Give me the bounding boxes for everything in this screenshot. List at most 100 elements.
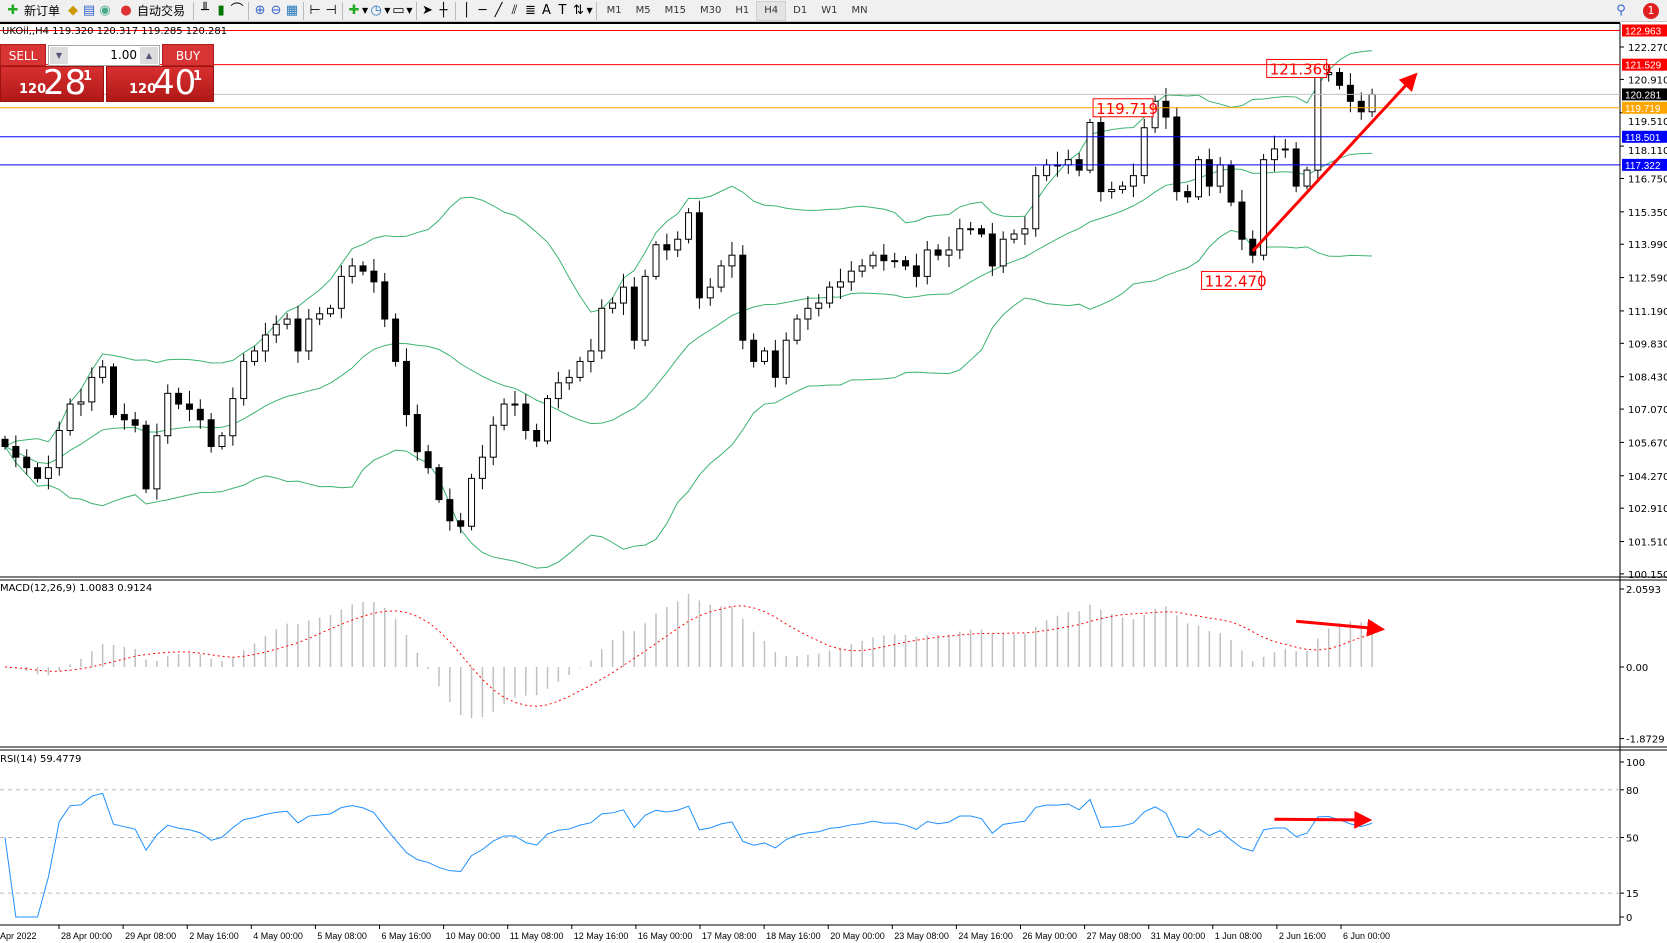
bear-candle <box>934 249 942 256</box>
equidistant-channel-icon[interactable]: ⫽ <box>511 2 518 18</box>
cursor-icon[interactable]: ➤ <box>422 2 433 18</box>
zoom-out-icon[interactable]: ⊖ <box>270 2 282 18</box>
bull-candle <box>804 307 812 320</box>
bull-candle <box>1129 175 1137 187</box>
time-tick-label: 12 May 16:00 <box>574 931 629 941</box>
bull-candle <box>348 265 356 277</box>
horizontal-line-icon[interactable]: ─ <box>478 2 487 18</box>
bear-candle <box>175 392 183 405</box>
timeframe-m5[interactable]: M5 <box>635 5 651 16</box>
bar-chart-icon[interactable]: ╨ <box>201 2 209 18</box>
bear-candle <box>1173 116 1181 193</box>
price-tick-label: 109.830 <box>1628 339 1667 350</box>
dropdown-arrow-icon[interactable]: ▼ <box>384 6 391 15</box>
signals-icon[interactable]: ◉ <box>99 2 111 18</box>
dropdown-arrow-icon[interactable]: ▼ <box>586 6 593 15</box>
bull-candle <box>544 398 551 442</box>
bear-candle <box>370 270 378 283</box>
bull-candle <box>261 334 269 352</box>
bear-candle <box>196 408 204 421</box>
text-label-icon[interactable]: T <box>558 2 567 18</box>
price-tick-label: 100.150 <box>1628 570 1667 581</box>
buy-price-button[interactable]: 120 40 1 <box>106 63 214 103</box>
separator <box>415 1 417 20</box>
bull-candle <box>1281 148 1289 151</box>
indicators-icon[interactable]: ✚ <box>348 2 360 18</box>
bull-candle <box>1119 185 1127 190</box>
price-tag <box>1622 24 1667 37</box>
bear-candle <box>435 467 443 501</box>
timeframe-m1[interactable]: M1 <box>606 5 622 16</box>
lot-increase-icon[interactable]: ▲ <box>140 47 158 64</box>
separator <box>342 1 344 20</box>
dropdown-arrow-icon[interactable]: ▼ <box>406 6 413 15</box>
search-icon[interactable]: ⚲ <box>1616 3 1626 18</box>
time-tick-label: 18 May 16:00 <box>766 931 821 941</box>
trendline-icon[interactable]: ╱ <box>494 2 503 18</box>
timeframe-w1[interactable]: W1 <box>821 5 838 16</box>
tile-windows-icon[interactable]: ▦ <box>285 2 299 18</box>
bull-candle <box>218 435 226 447</box>
timeframe-d1[interactable]: D1 <box>793 5 808 16</box>
text-icon[interactable]: A <box>542 2 551 18</box>
line-chart-icon[interactable]: ⌒ <box>230 2 244 18</box>
bear-candle <box>1238 201 1246 240</box>
bull-candle <box>240 360 248 400</box>
notification-icon[interactable]: 1 <box>1643 3 1659 19</box>
fibonacci-icon[interactable]: ≣ <box>525 2 536 18</box>
price-label: 112.470 <box>1205 272 1267 290</box>
bull-candle <box>674 238 682 251</box>
bear-candle <box>750 339 758 362</box>
bull-candle <box>967 228 975 231</box>
bear-candle <box>630 286 638 341</box>
bull-candle <box>1216 164 1224 187</box>
crosshair-icon[interactable]: ┼ <box>439 2 448 18</box>
dropdown-arrow-icon[interactable]: ▼ <box>362 6 369 15</box>
bull-candle <box>1043 164 1051 177</box>
bull-candle <box>652 244 660 277</box>
bull-candle <box>164 392 172 437</box>
candlestick-icon[interactable]: ▮ <box>217 2 225 18</box>
timeframe-m15[interactable]: M15 <box>664 5 687 16</box>
timeframe-m30[interactable]: M30 <box>700 5 722 16</box>
price-tag-label: 122.963 <box>1625 26 1662 37</box>
price-tick-label: 107.070 <box>1628 405 1667 416</box>
timeframe-h1[interactable]: H1 <box>735 5 750 16</box>
bear-candle <box>978 228 985 235</box>
periods-icon[interactable]: ◷ <box>370 2 382 18</box>
bull-candle <box>847 270 855 283</box>
time-tick-label: 26 May 00:00 <box>1023 931 1078 941</box>
new-order-button[interactable]: ✚ 新订单 <box>0 1 65 21</box>
lot-size-input[interactable]: ▼ 1.00 ▲ <box>48 45 160 66</box>
bull-candle <box>511 403 519 406</box>
rsi-tick-label: 0 <box>1626 913 1632 924</box>
timeframe-h4[interactable]: H4 <box>756 0 787 21</box>
lot-decrease-icon[interactable]: ▼ <box>50 47 68 64</box>
bull-candle <box>1021 228 1029 235</box>
auto-trading-button[interactable]: ● 自动交易 <box>113 1 190 21</box>
autoscroll-icon[interactable]: ⊣ <box>325 2 337 18</box>
separator <box>595 1 597 20</box>
time-tick-label: 31 May 00:00 <box>1151 931 1206 941</box>
rsi-tick-label: 80 <box>1626 786 1639 797</box>
bear-candle <box>294 318 302 352</box>
sell-price-button[interactable]: 120 28 1 <box>0 63 104 103</box>
templates-icon[interactable]: ▭ <box>392 2 405 18</box>
bull-candle <box>554 382 562 400</box>
bear-candle <box>12 445 20 458</box>
buy-button[interactable]: BUY <box>162 44 214 66</box>
chart-shift-icon[interactable]: ⊢ <box>309 2 321 18</box>
bull-candle <box>728 254 736 267</box>
bear-candle <box>988 233 996 267</box>
bull-candle <box>1195 159 1202 198</box>
price-tick-label: 113.990 <box>1628 240 1667 251</box>
timeframe-mn[interactable]: MN <box>851 5 868 16</box>
navigator-icon[interactable]: ▤ <box>82 2 96 18</box>
arrows-icon[interactable]: ⇅ <box>573 2 584 18</box>
market-watch-icon[interactable]: ◆ <box>68 2 79 18</box>
sell-button[interactable]: SELL <box>0 44 46 66</box>
vertical-line-icon[interactable]: │ <box>462 2 471 18</box>
time-tick-label: 16 May 00:00 <box>638 931 693 941</box>
zoom-in-icon[interactable]: ⊕ <box>254 2 266 18</box>
